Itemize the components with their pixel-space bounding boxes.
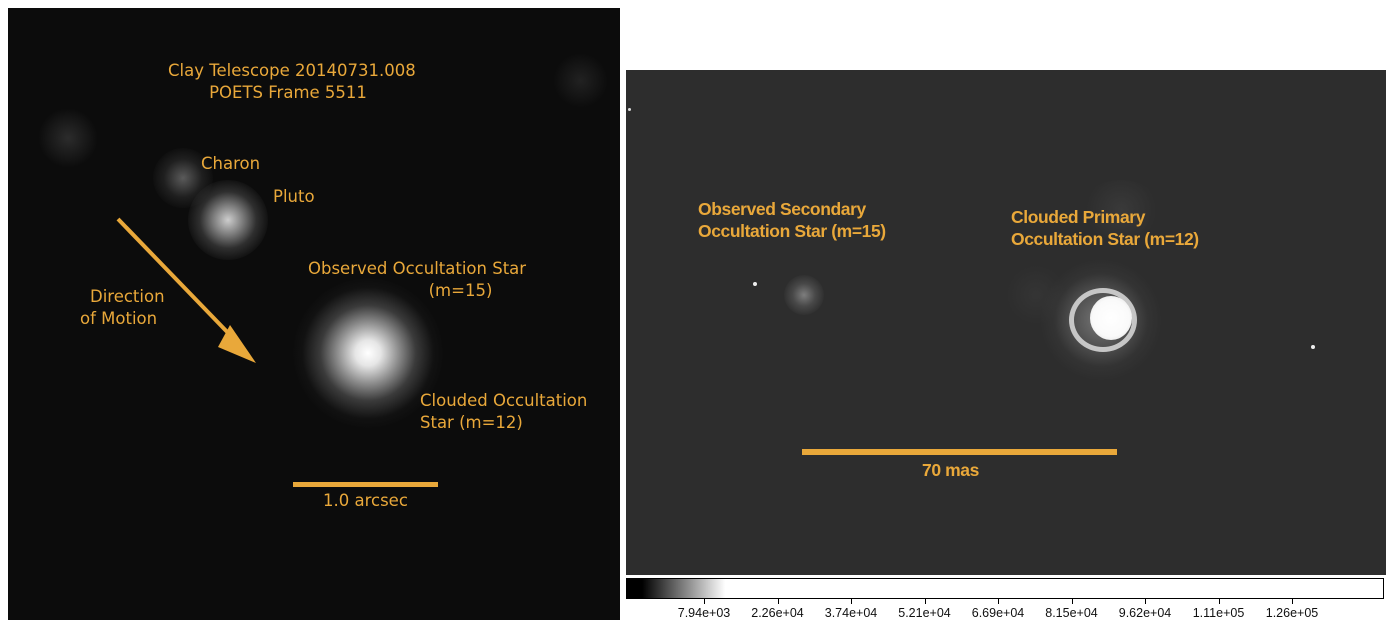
hot-pixel (1311, 345, 1315, 349)
primary-star-ring (1069, 288, 1137, 352)
clay-telescope-image: Clay Telescope 20140731.008 POETS Frame … (8, 8, 620, 620)
colorbar-tick (777, 598, 779, 604)
secondary-star-line2: Occultation Star (m=15) (698, 221, 886, 241)
right-scale-bar (802, 449, 1117, 455)
colorbar-tick-marks (626, 598, 1386, 606)
direction-line1: Direction (90, 287, 165, 306)
colorbar-tick-label: 6.69e+04 (971, 606, 1025, 620)
primary-star-core (1090, 296, 1132, 340)
left-scale-label: 1.0 arcsec (323, 491, 408, 510)
colorbar-tick-label: 1.26e+05 (1265, 606, 1319, 620)
colorbar-tick-label: 9.62e+04 (1118, 606, 1172, 620)
clouded-occultation-label: Clouded Occultation Star (m=12) (420, 390, 587, 434)
colorbar-tick (924, 598, 926, 604)
primary-star-line1: Clouded Primary (1011, 207, 1146, 227)
faint-background-source (38, 108, 98, 168)
colorbar-tick (1145, 598, 1146, 604)
colorbar-tick-label: 5.21e+04 (898, 606, 951, 620)
left-title-line2: POETS Frame 5511 (209, 83, 367, 102)
occultation-star-blob (293, 278, 443, 428)
pluto-blob (188, 180, 268, 260)
faint-background-source (1081, 180, 1161, 240)
secondary-star-blob (784, 275, 824, 315)
colorbar-tick (704, 598, 705, 604)
observed-occultation-label: Observed Occultation Star (m=15) (308, 258, 527, 302)
faint-background-source (553, 53, 608, 108)
direction-arrow-icon (116, 217, 256, 363)
observed-occultation-line2: (m=15) (428, 281, 493, 300)
primary-star-label: Clouded Primary Occultation Star (m=12) (1011, 206, 1199, 250)
observed-occultation-line1: Observed Occultation Star (308, 259, 527, 278)
primary-star-line2: Occultation Star (m=12) (1011, 229, 1199, 249)
colorbar-tick-label: 8.15e+04 (1045, 606, 1098, 620)
intensity-colorbar (626, 578, 1384, 599)
colorbar-tick (1292, 598, 1293, 604)
colorbar-tick-label: 1.11e+05 (1192, 606, 1245, 620)
left-scale-bar (293, 482, 438, 487)
colorbar-tick (851, 598, 852, 604)
left-title-line1: Clay Telescope 20140731.008 (168, 61, 416, 80)
colorbar-tick-label: 2.26e+04 (751, 606, 804, 620)
speckle-image: Observed Secondary Occultation Star (m=1… (626, 70, 1386, 575)
right-scale-label: 70 mas (922, 460, 979, 480)
colorbar-tick-label: 3.74e+04 (824, 606, 878, 620)
hot-pixel (628, 108, 631, 111)
colorbar-tick (998, 598, 999, 604)
colorbar-tick-label: 7.94e+03 (677, 606, 731, 620)
secondary-star-label: Observed Secondary Occultation Star (m=1… (698, 198, 886, 242)
direction-line2: of Motion (80, 309, 158, 328)
secondary-star-line1: Observed Secondary (698, 199, 866, 219)
clouded-occultation-line2: Star (m=12) (420, 413, 523, 432)
left-title: Clay Telescope 20140731.008 POETS Frame … (168, 60, 416, 104)
direction-label: Direction of Motion (80, 286, 165, 330)
pluto-label: Pluto (273, 187, 315, 206)
hot-pixel (753, 282, 757, 286)
colorbar-tick (1218, 598, 1220, 604)
charon-label: Charon (201, 154, 261, 173)
clouded-occultation-line1: Clouded Occultation (420, 391, 588, 410)
colorbar-tick (1071, 598, 1073, 604)
